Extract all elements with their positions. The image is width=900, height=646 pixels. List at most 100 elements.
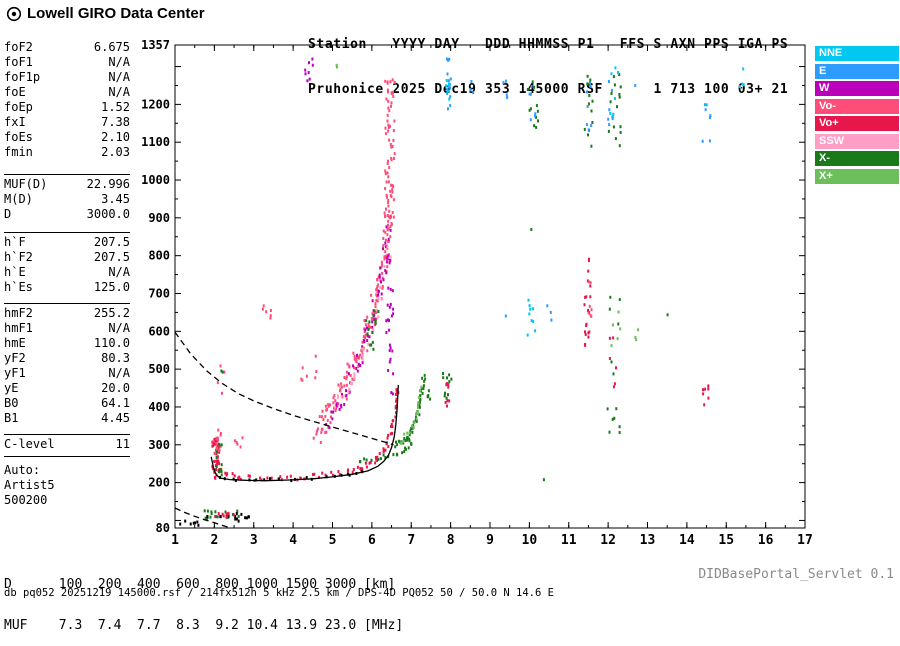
echo-cluster-X- [220,369,224,374]
x-tick-label: 6 [368,533,376,548]
parameter-panel: foF2 6.675 foF1 N/A foF1p N/A foE N/A foEp 1.52 fx… [4,40,130,508]
echo-cluster-X+ [634,328,640,342]
profile-line [210,384,399,482]
echo-cluster-Vo- [261,304,272,320]
param-row: foEs 2.10 [4,130,130,145]
echo-cluster-X- [607,73,622,148]
echo-cluster-X- [394,373,427,449]
echo-cluster-Vo+ [214,511,235,519]
parameter-group: h`F 207.5 h`F2 207.5 h`E N/A h`Es 125.0 [4,233,130,304]
giro-logo[interactable]: Lowell GIRO Data Center [6,5,205,22]
param-value: 207.5 [93,250,130,264]
param-row: h`F2 207.5 [4,250,130,265]
param-value: N/A [108,85,130,99]
echo-cluster-E [634,84,637,87]
param-value: 80.3 [101,351,130,365]
x-tick-label: 2 [210,533,218,548]
y-tick-label: 1200 [141,97,170,111]
parameter-group: foF2 6.675 foF1 N/A foF1p N/A foE N/A foEp 1.52 fx… [4,40,130,175]
echo-cluster-E [607,80,614,127]
echo-cluster-X- [530,228,533,231]
scatter-layer [179,57,745,527]
param-value: 3000.0 [86,207,130,221]
echo-cluster-E [528,84,537,122]
distance-row: D 100 200 400 600 800 1000 1500 3000 [km… [4,577,396,592]
x-tick-label: 4 [289,533,297,548]
echo-cluster-X- [542,478,545,482]
param-value: 255.2 [93,306,130,320]
echo-cluster-black [179,519,200,527]
param-value: 125.0 [93,280,130,294]
legend-item-vo-: Vo- [815,98,899,114]
param-label: yE [4,381,19,395]
echo-cluster-Vo- [300,354,318,382]
param-label: fxI [4,115,26,129]
x-tick-label: 8 [447,533,455,548]
param-label: hmF2 [4,306,33,320]
y-tick-label: 300 [148,438,170,452]
echo-cluster-X- [215,443,223,477]
param-value: 7.38 [101,115,130,129]
param-row: C-level 11 [4,437,130,452]
y-tick-label: 200 [148,476,170,490]
parameter-group: C-level 11 [4,435,130,457]
echo-cluster-Vo+ [214,388,400,482]
echo-cluster-W [304,57,314,83]
echo-cluster-SSW [333,245,392,409]
param-value: N/A [108,55,130,69]
echo-cluster-E [546,304,553,322]
y-tick-label: 500 [148,362,170,376]
echo-cluster-X- [583,74,594,148]
echo-cluster-E [446,57,452,111]
param-value: N/A [108,321,130,335]
echo-cluster-NNE [705,103,708,107]
param-label: h`F2 [4,250,33,264]
ionogram-chart[interactable]: 1 2 3 4 5 6 7 8 9 10 11 12 13 14 15 16 17135712001100100… [0,0,900,600]
axis-ticks [174,44,806,529]
param-row: hmE 110.0 [4,336,130,351]
x-tick-label: 1 [171,533,179,548]
legend-item-e: E [815,63,899,79]
echo-cluster-X- [442,372,453,400]
y-tick-label: 800 [148,249,170,263]
param-row: foF1 N/A [4,55,130,70]
giro-logo-text: Lowell GIRO Data Center [27,5,205,22]
echo-cluster-E [469,80,475,95]
param-label: foF1 [4,55,33,69]
param-row: yE 20.0 [4,381,130,396]
param-label: yF1 [4,366,26,380]
servlet-version-label: DIDBasePortal_Servlet 0.1 [698,567,894,582]
param-label: foF1p [4,70,41,84]
auto-line: Auto: [4,463,41,477]
param-label: M(D) [4,192,33,206]
autoscaling-block: Auto: Artist5 500200 [4,457,130,508]
param-row: hmF1 N/A [4,321,130,336]
y-tick-label: 1357 [141,38,170,52]
echo-cluster-E [585,81,593,132]
echo-cluster-X+ [400,385,423,445]
y-tick-label: 700 [148,286,170,300]
x-tick-label: 13 [640,533,656,548]
param-row: foF2 6.675 [4,40,130,55]
param-row: yF2 80.3 [4,351,130,366]
param-value: 4.45 [101,411,130,425]
param-row: B1 4.45 [4,411,130,426]
echo-cluster-Vo+ [444,382,451,408]
param-label: foEp [4,100,33,114]
legend-item-ssw: SSW [815,133,899,149]
param-label: B1 [4,411,19,425]
legend-item-w: W [815,81,899,96]
param-row: hmF2 255.2 [4,306,130,321]
y-tick-label: 80 [156,521,170,535]
x-tick-label: 5 [329,533,337,548]
echo-cluster-X- [606,295,621,434]
param-value: 1.52 [101,100,130,114]
param-label: h`Es [4,280,33,294]
param-label: foE [4,85,26,99]
param-label: MUF(D) [4,177,48,191]
legend-item-x+: X+ [815,168,899,184]
echo-cluster-NNE [526,298,537,337]
echo-cluster-E [502,79,509,99]
param-label: yF2 [4,351,26,365]
param-value: N/A [108,366,130,380]
